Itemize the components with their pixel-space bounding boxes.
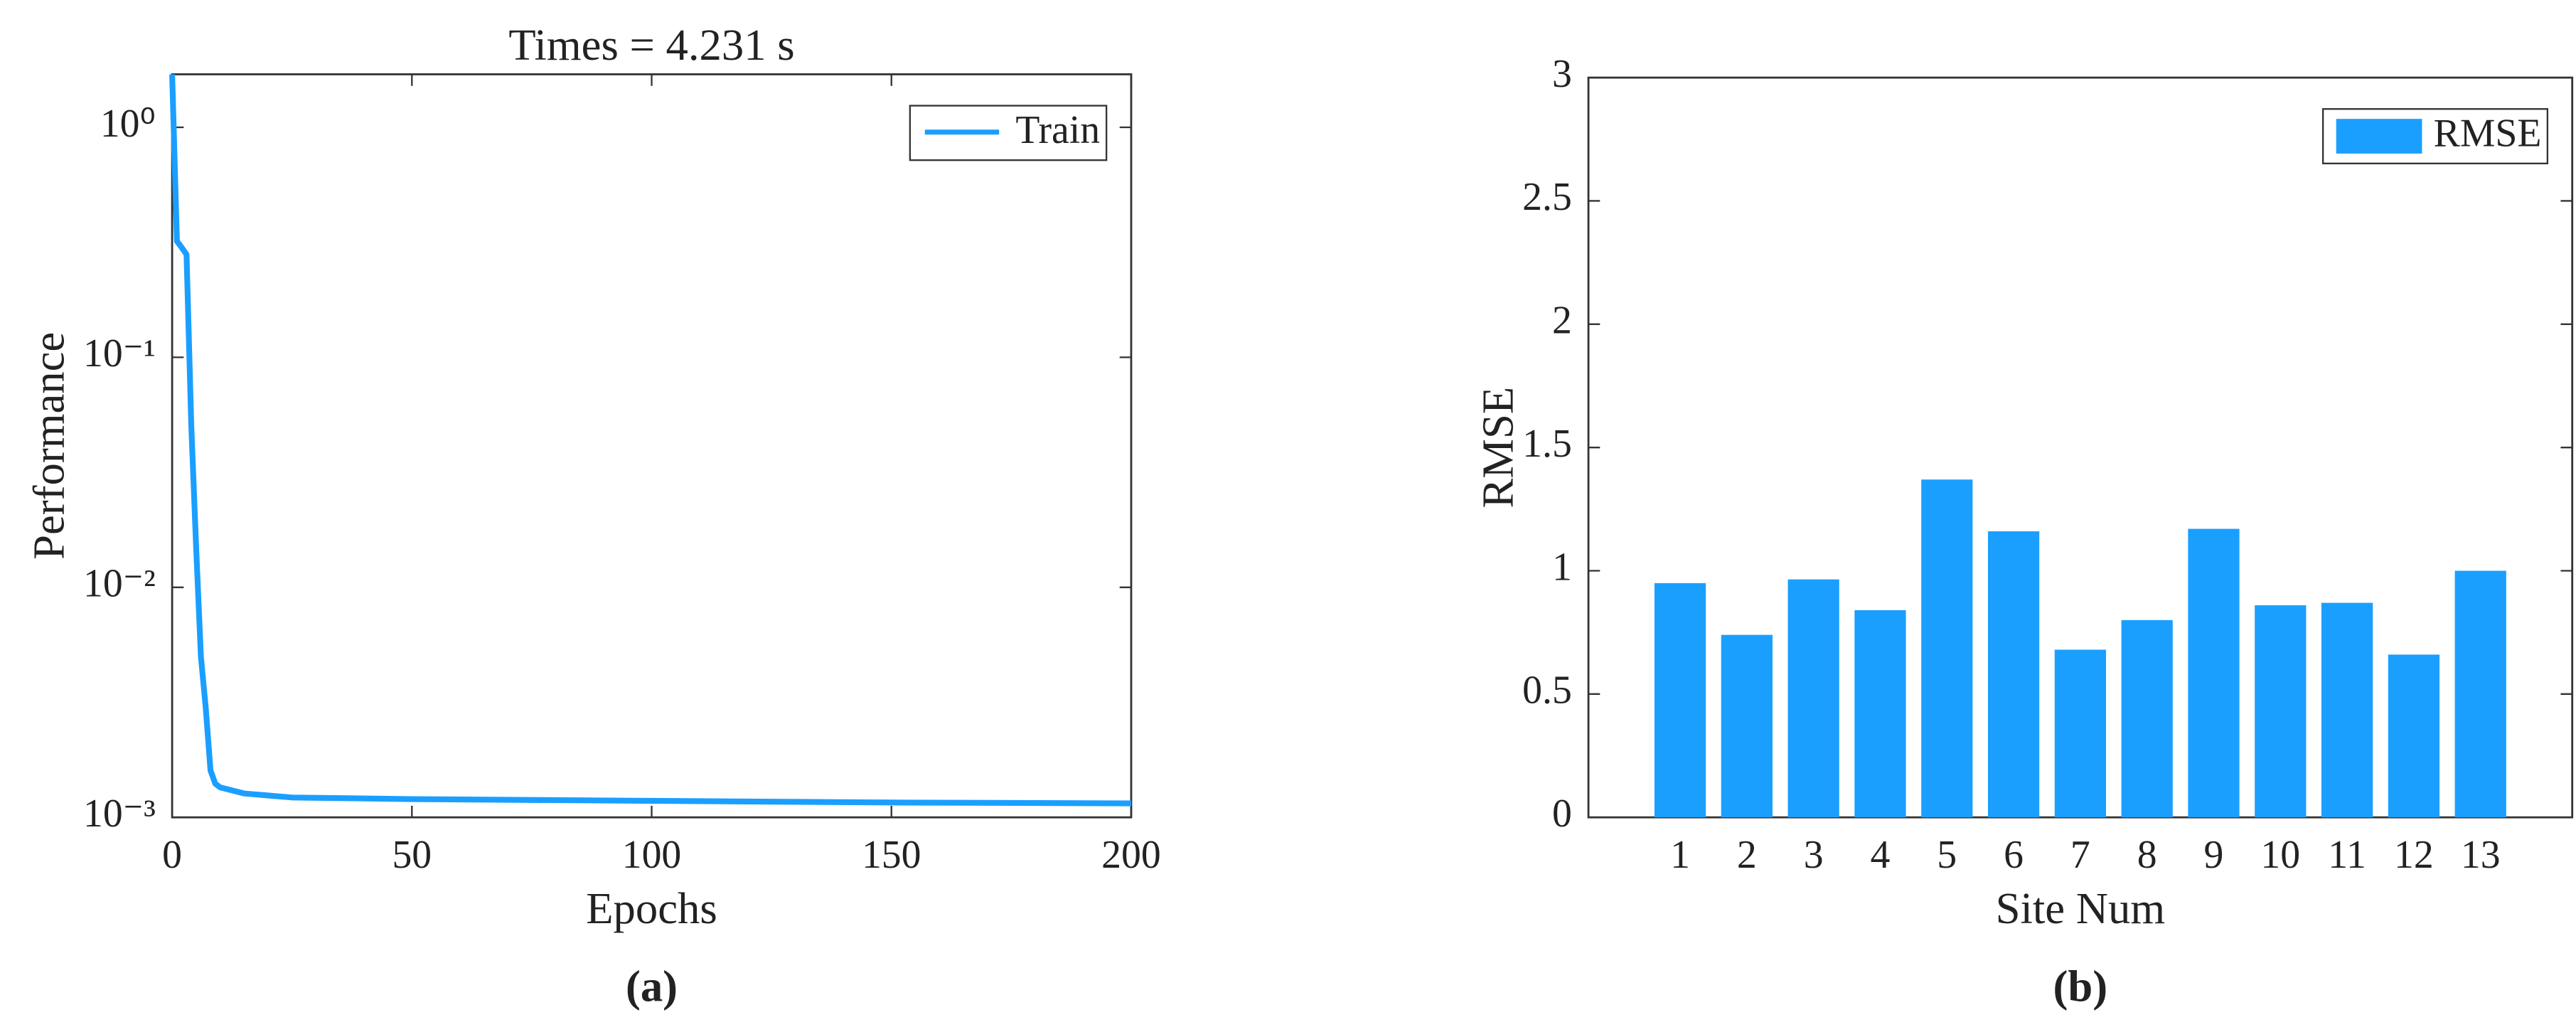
bar (1787, 579, 1839, 818)
bar (1654, 583, 1706, 818)
legend-label: RMSE (2434, 111, 2542, 155)
y-tick-label: 10⁻³ (83, 792, 156, 836)
bar (2054, 649, 2106, 818)
bar (1854, 610, 1906, 818)
bar (2454, 570, 2506, 818)
x-tick-label: 7 (2070, 833, 2090, 877)
legend-label: Train (1015, 108, 1100, 152)
y-tick-label: 0.5 (1522, 669, 1572, 713)
bar (1987, 531, 2040, 818)
y-tick-label: 3 (1552, 52, 1572, 96)
y-tick-label: 2 (1552, 299, 1572, 343)
y-tick-label: 10⁻² (83, 562, 156, 606)
x-tick-label: 9 (2204, 833, 2224, 877)
x-tick-label: 11 (2328, 833, 2366, 877)
y-tick-label: 1.5 (1522, 422, 1572, 466)
y-tick-label: 10⁻¹ (83, 331, 156, 376)
y-tick-label: 10⁰ (100, 102, 156, 146)
plot-frame (171, 73, 1133, 819)
line-series (169, 74, 1131, 807)
x-tick-label: 4 (1871, 833, 1891, 877)
bar (1921, 479, 1973, 818)
x-tick-label: 12 (2394, 833, 2434, 877)
y-tick-label: 2.5 (1522, 175, 1572, 219)
caption: (b) (2053, 961, 2108, 1011)
x-tick-label: 200 (1101, 833, 1161, 877)
y-axis-label: Performance (23, 332, 73, 560)
x-tick-label: 5 (1937, 833, 1957, 877)
bar (1721, 634, 1773, 818)
bar (2188, 528, 2240, 818)
y-tick-label: 1 (1552, 545, 1572, 589)
caption: (a) (626, 961, 678, 1011)
x-tick-label: 10 (2260, 833, 2300, 877)
x-tick-label: 100 (622, 833, 682, 877)
bar (2388, 654, 2440, 818)
x-tick-label: 6 (2004, 833, 2024, 877)
y-axis-label: RMSE (1473, 387, 1523, 509)
x-tick-label: 1 (1670, 833, 1690, 877)
chart-title: Times = 4.231 s (508, 20, 794, 70)
legend-swatch (2336, 119, 2422, 154)
x-axis-label: Epochs (586, 883, 717, 933)
bar (2121, 619, 2173, 818)
bar (2321, 602, 2373, 818)
x-axis-label: Site Num (1996, 883, 2166, 933)
x-tick-label: 50 (392, 833, 432, 877)
x-tick-label: 8 (2137, 833, 2157, 877)
bar (2255, 605, 2307, 818)
x-tick-label: 3 (1804, 833, 1824, 877)
x-tick-label: 2 (1737, 833, 1757, 877)
y-tick-label: 0 (1552, 792, 1572, 836)
x-tick-label: 13 (2461, 833, 2501, 877)
x-tick-label: 150 (862, 833, 921, 877)
x-tick-label: 0 (162, 833, 182, 877)
